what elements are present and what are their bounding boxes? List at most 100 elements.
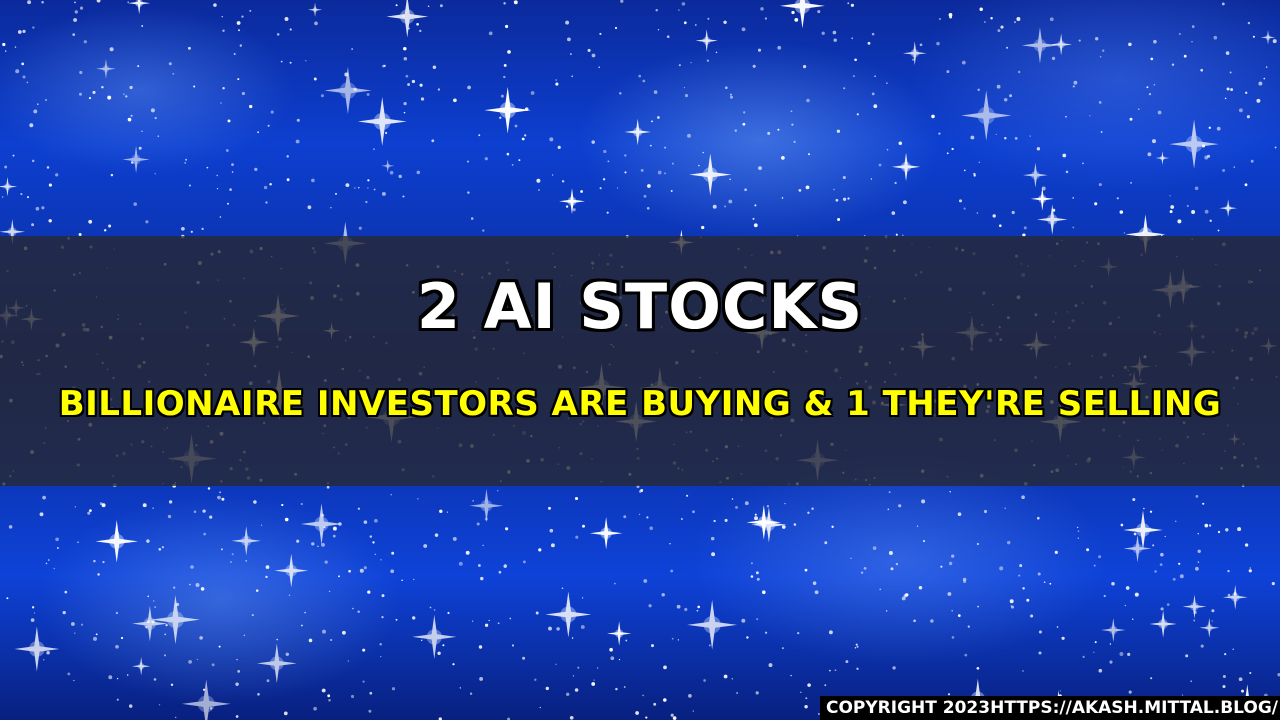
- star-dot: [152, 600, 155, 602]
- star-dot: [696, 609, 699, 612]
- star-dot: [322, 629, 326, 634]
- star-dot: [1132, 618, 1134, 620]
- star-dot: [753, 223, 758, 228]
- star-dot: [108, 675, 113, 680]
- star-dot: [731, 498, 734, 500]
- star-dot: [1023, 226, 1027, 230]
- star-dot: [1200, 68, 1204, 72]
- star-dot: [979, 7, 983, 11]
- star-dot: [308, 638, 313, 643]
- star-dot: [419, 83, 423, 87]
- star-dot: [438, 717, 442, 720]
- star-dot: [193, 85, 196, 88]
- star-dot: [963, 207, 966, 210]
- star-dot: [33, 612, 36, 614]
- star-dot: [1277, 672, 1280, 677]
- star-dot: [196, 658, 199, 661]
- star-dot: [1227, 569, 1230, 573]
- star-dot: [219, 491, 222, 494]
- star-dot: [743, 111, 746, 114]
- star-dot: [1274, 146, 1277, 149]
- star-dot: [624, 171, 627, 174]
- star-dot: [1049, 582, 1052, 585]
- star-dot: [233, 53, 236, 55]
- star-dot: [478, 564, 481, 567]
- star-dot: [89, 509, 92, 512]
- star-dot: [1072, 197, 1074, 199]
- star-dot: [453, 98, 457, 103]
- star-dot: [797, 631, 800, 635]
- star-dot: [817, 712, 820, 715]
- star-dot: [663, 698, 667, 702]
- star-dot: [503, 63, 507, 67]
- sparkle-icon: [256, 643, 297, 684]
- star-dot: [1238, 677, 1243, 682]
- star-dot: [235, 715, 239, 718]
- star-dot: [95, 633, 98, 636]
- star-dot: [313, 706, 317, 711]
- star-dot: [999, 224, 1002, 227]
- star-dot: [948, 561, 953, 566]
- star-dot: [755, 571, 759, 575]
- star-dot: [127, 117, 132, 122]
- star-dot: [653, 90, 658, 94]
- star-dot: [458, 561, 463, 566]
- star-dot: [479, 676, 484, 681]
- star-dot: [1245, 91, 1248, 94]
- star-dot: [551, 174, 554, 176]
- star-dot: [357, 507, 361, 510]
- star-dot: [1211, 620, 1213, 622]
- star-dot: [381, 615, 384, 619]
- star-dot: [1125, 586, 1130, 590]
- star-dot: [220, 102, 222, 104]
- star-dot: [202, 509, 206, 513]
- star-dot: [442, 644, 445, 647]
- star-dot: [684, 94, 689, 98]
- star-dot: [1010, 605, 1012, 607]
- star-dot: [1153, 39, 1157, 44]
- star-dot: [367, 179, 370, 182]
- star-dot: [661, 593, 665, 597]
- star-dot: [550, 543, 555, 548]
- star-dot: [27, 0, 32, 5]
- star-dot: [1003, 97, 1008, 102]
- star-dot: [834, 669, 837, 672]
- star-dot: [419, 29, 422, 33]
- star-dot: [480, 576, 484, 581]
- star-dot: [185, 158, 188, 161]
- star-dot: [1183, 54, 1187, 58]
- star-dot: [88, 219, 93, 224]
- star-dot: [284, 17, 289, 21]
- star-dot: [2, 42, 6, 47]
- star-dot: [269, 182, 272, 186]
- star-dot: [1018, 574, 1021, 577]
- star-dot: [598, 66, 600, 68]
- star-dot: [1216, 126, 1221, 131]
- star-dot: [828, 630, 833, 635]
- star-dot: [713, 519, 716, 523]
- star-dot: [249, 104, 253, 109]
- star-dot: [824, 684, 827, 687]
- star-dot: [963, 169, 966, 172]
- star-dot: [141, 130, 143, 132]
- star-dot: [221, 497, 225, 501]
- star-dot: [311, 178, 315, 183]
- star-dot: [1128, 42, 1132, 47]
- star-dot: [640, 169, 644, 172]
- star-dot: [798, 189, 802, 192]
- star-dot: [855, 643, 858, 646]
- star-dot: [536, 178, 541, 183]
- star-dot: [313, 77, 317, 81]
- star-dot: [729, 93, 733, 96]
- star-dot: [482, 544, 484, 547]
- star-dot: [20, 193, 23, 196]
- star-dot: [345, 183, 350, 188]
- star-dot: [1179, 33, 1181, 35]
- star-dot: [856, 113, 859, 116]
- star-dot: [1093, 564, 1096, 567]
- star-dot: [799, 691, 802, 694]
- star-dot: [1120, 523, 1124, 527]
- star-dot: [503, 2, 506, 5]
- star-dot: [330, 639, 332, 641]
- star-dot: [524, 134, 527, 137]
